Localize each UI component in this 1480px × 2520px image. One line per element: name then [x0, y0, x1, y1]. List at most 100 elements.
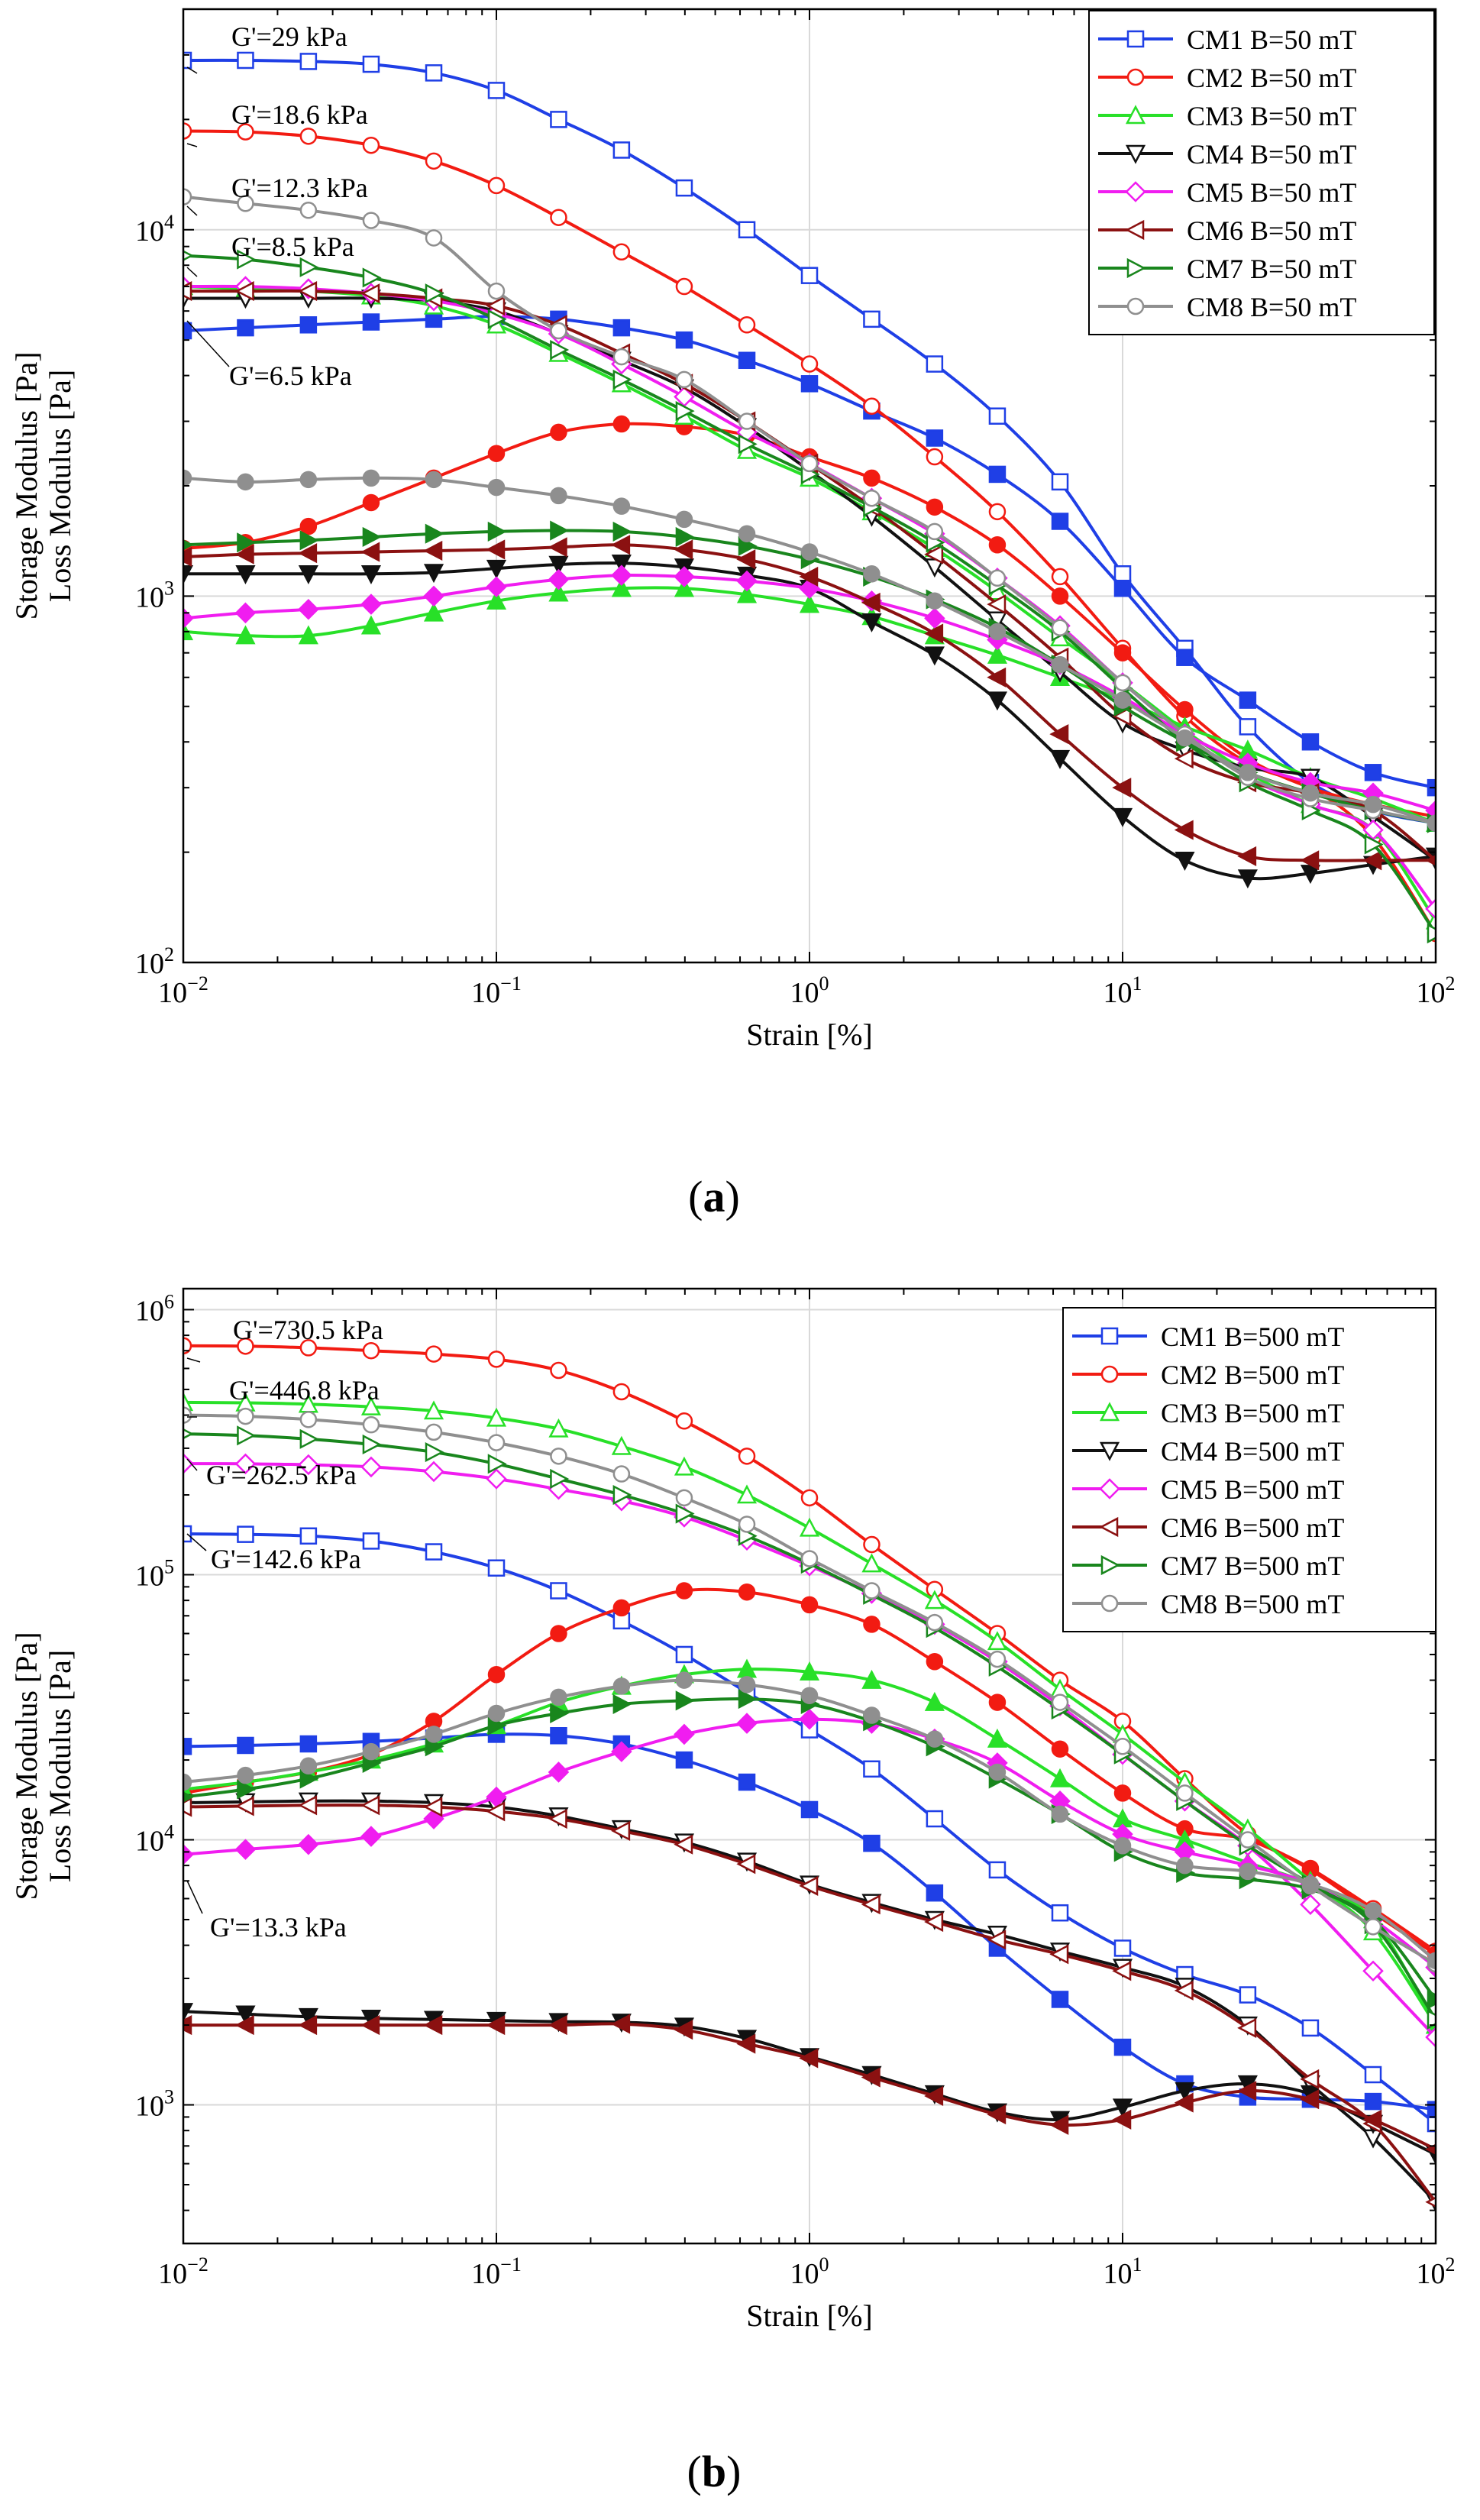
- data-point-loss: [1239, 1862, 1257, 1881]
- annotation-leader: [186, 1533, 207, 1551]
- annotation-label: G'=142.6 kPa: [211, 1544, 361, 1574]
- data-point-loss: [183, 607, 194, 629]
- data-point-loss: [1113, 1837, 1132, 1855]
- data-point-loss: [548, 537, 567, 558]
- data-point-storage: [237, 51, 254, 70]
- data-point-storage: [675, 1503, 695, 1524]
- data-point-loss: [298, 1833, 319, 1855]
- data-point-storage: [800, 267, 819, 284]
- data-point-loss: [1112, 2109, 1132, 2130]
- data-point-loss: [1364, 1902, 1382, 1920]
- data-point-storage: [988, 503, 1007, 521]
- data-point-loss: [487, 521, 507, 542]
- data-point-loss: [360, 594, 382, 615]
- data-point-storage: [612, 1465, 631, 1483]
- data-point-storage: [800, 1489, 819, 1507]
- data-point-loss: [612, 1599, 631, 1617]
- data-point-storage: [988, 569, 1007, 587]
- y-tick-label-exp: 3: [164, 577, 174, 599]
- legend-marker: [1126, 68, 1145, 86]
- data-point-loss: [674, 1723, 695, 1745]
- data-point-storage: [299, 128, 318, 145]
- data-point-storage: [1237, 2017, 1257, 2038]
- x-tick-label: 10−2: [158, 972, 208, 1009]
- data-point-loss: [1049, 749, 1071, 769]
- data-point-storage: [486, 1468, 507, 1490]
- y-tick-label: 104: [135, 211, 174, 247]
- data-point-storage: [550, 1361, 567, 1380]
- y-axis-title: Storage Modulus [Pa]: [9, 351, 44, 619]
- annotation-label: G'=29 kPa: [231, 21, 347, 52]
- data-point-loss: [675, 1671, 693, 1689]
- data-point-storage: [550, 322, 567, 340]
- legend-label: CM8 B=500 mT: [1161, 1589, 1344, 1619]
- data-point-storage: [548, 1418, 569, 1438]
- data-point-storage: [611, 1820, 631, 1841]
- data-point-loss: [360, 615, 382, 635]
- data-point-storage: [1364, 2065, 1382, 2084]
- data-point-loss: [736, 2033, 756, 2054]
- data-point-loss: [1362, 850, 1382, 871]
- data-point-loss: [299, 1768, 319, 1789]
- data-point-loss: [675, 1582, 693, 1600]
- data-point-storage: [738, 1516, 756, 1533]
- data-point-loss: [1113, 579, 1132, 597]
- data-point-storage: [487, 309, 507, 329]
- data-point-storage: [800, 1550, 819, 1567]
- data-point-loss: [299, 471, 318, 489]
- data-point-loss: [1051, 513, 1069, 530]
- annotation-leader: [186, 1880, 203, 1914]
- data-point-storage: [183, 1453, 194, 1474]
- data-point-loss: [1176, 700, 1194, 719]
- data-point-loss: [924, 2085, 944, 2107]
- legend-marker: [1100, 1594, 1119, 1613]
- data-point-storage: [425, 1543, 443, 1561]
- annotation-label: G'=12.3 kPa: [231, 173, 368, 203]
- data-point-loss: [1049, 1768, 1071, 1787]
- data-point-loss: [612, 415, 631, 433]
- data-point-loss: [861, 613, 882, 632]
- data-point-storage: [183, 1392, 194, 1412]
- data-point-loss: [237, 1736, 254, 1755]
- data-point-loss: [299, 530, 319, 551]
- y-tick-label-exp: 6: [164, 1290, 174, 1312]
- data-point-storage: [863, 489, 881, 507]
- data-point-loss: [487, 1704, 506, 1723]
- data-point-loss: [362, 1742, 380, 1761]
- data-point-storage: [736, 1484, 758, 1504]
- data-point-storage: [425, 64, 443, 82]
- legend-marker: [1100, 1554, 1120, 1576]
- data-point-loss: [863, 469, 881, 487]
- data-point-loss: [799, 566, 819, 587]
- data-point-storage: [612, 141, 631, 159]
- data-point-storage: [675, 179, 693, 197]
- y-tick-label-base: 10: [135, 948, 164, 980]
- x-tick-label: 100: [790, 2253, 829, 2290]
- data-point-loss: [1301, 1875, 1320, 1893]
- data-point-storage: [924, 1590, 945, 1609]
- x-axis-title: Strain [%]: [746, 1017, 873, 1052]
- data-point-storage: [1427, 2009, 1436, 2030]
- data-point-loss: [800, 1596, 819, 1614]
- data-point-loss: [235, 2005, 256, 2025]
- data-point-storage: [1427, 923, 1436, 944]
- legend-item: CM8 B=500 mT: [1072, 1589, 1344, 1619]
- x-tick-label-exp: −2: [187, 2253, 208, 2276]
- data-point-loss: [548, 2015, 567, 2036]
- data-point-storage: [550, 111, 567, 128]
- legend-label: CM4 B=500 mT: [1161, 1436, 1344, 1467]
- data-point-loss: [800, 375, 819, 393]
- data-point-storage: [362, 1532, 380, 1550]
- data-point-loss: [183, 546, 192, 568]
- legend-marker: [1100, 1327, 1119, 1345]
- data-point-storage: [863, 397, 881, 415]
- data-point-loss: [362, 313, 380, 331]
- data-point-loss: [799, 594, 820, 613]
- legend-item: CM4 B=500 mT: [1072, 1436, 1344, 1467]
- data-point-storage: [1113, 674, 1132, 692]
- legend-marker: [1099, 1441, 1120, 1461]
- x-tick-label-exp: −1: [500, 2253, 522, 2276]
- x-tick-label: 101: [1104, 2253, 1142, 2290]
